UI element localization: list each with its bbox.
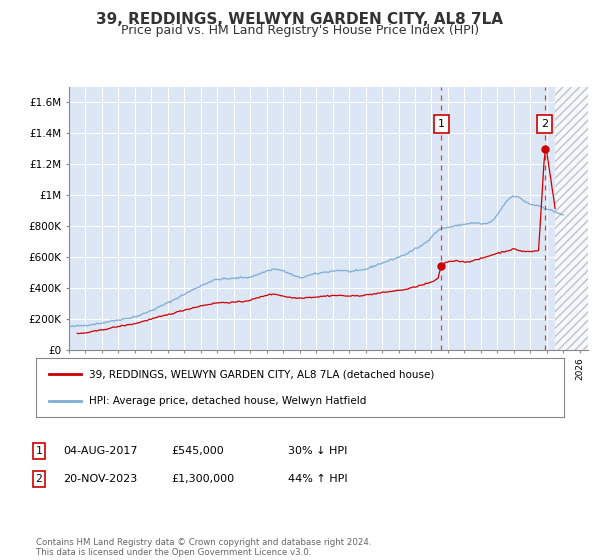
Text: 2: 2 [35, 474, 43, 484]
Bar [555, 87, 588, 350]
Text: 20-NOV-2023: 20-NOV-2023 [63, 474, 137, 484]
Text: Price paid vs. HM Land Registry's House Price Index (HPI): Price paid vs. HM Land Registry's House … [121, 24, 479, 37]
Text: 44% ↑ HPI: 44% ↑ HPI [288, 474, 347, 484]
Text: Contains HM Land Registry data © Crown copyright and database right 2024.
This d: Contains HM Land Registry data © Crown c… [36, 538, 371, 557]
Text: 39, REDDINGS, WELWYN GARDEN CITY, AL8 7LA (detached house): 39, REDDINGS, WELWYN GARDEN CITY, AL8 7L… [89, 369, 434, 379]
Text: 04-AUG-2017: 04-AUG-2017 [63, 446, 137, 456]
Text: 39, REDDINGS, WELWYN GARDEN CITY, AL8 7LA: 39, REDDINGS, WELWYN GARDEN CITY, AL8 7L… [97, 12, 503, 27]
Text: £1,300,000: £1,300,000 [171, 474, 234, 484]
Text: 2: 2 [541, 119, 548, 129]
Text: 30% ↓ HPI: 30% ↓ HPI [288, 446, 347, 456]
Text: HPI: Average price, detached house, Welwyn Hatfield: HPI: Average price, detached house, Welw… [89, 396, 366, 407]
Text: £545,000: £545,000 [171, 446, 224, 456]
Text: 1: 1 [437, 119, 445, 129]
Text: 1: 1 [35, 446, 43, 456]
